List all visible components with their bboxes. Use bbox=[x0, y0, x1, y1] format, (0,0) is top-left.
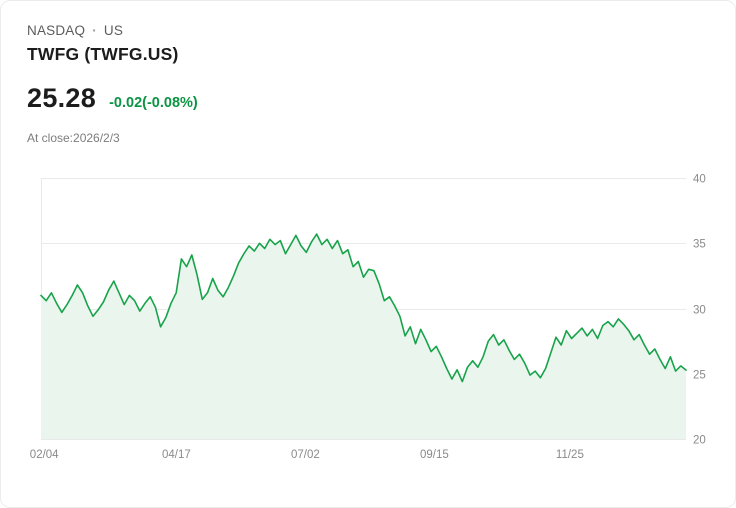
price-area bbox=[41, 234, 686, 439]
x-axis-label: 11/25 bbox=[556, 449, 584, 461]
axis-labels-group: 40 35 30 25 20 02/04 04/17 07/02 09/15 11/25 bbox=[30, 174, 706, 462]
x-axis-label: 07/02 bbox=[291, 449, 320, 461]
quote-header: NASDAQ · US TWFG (TWFG.US) 25.28 -0.02(-… bbox=[1, 1, 735, 145]
y-axis-label: 25 bbox=[693, 370, 706, 382]
price-change: -0.02(-0.08%) bbox=[109, 95, 198, 111]
exchange-row: NASDAQ · US bbox=[27, 23, 709, 38]
y-axis-label: 40 bbox=[693, 174, 706, 186]
x-axis-label: 04/17 bbox=[162, 449, 191, 461]
price-row: 25.28 -0.02(-0.08%) bbox=[27, 83, 709, 114]
y-axis-label: 30 bbox=[693, 305, 706, 317]
x-axis-label: 09/15 bbox=[420, 449, 449, 461]
last-price: 25.28 bbox=[27, 83, 97, 113]
price-chart-svg[interactable]: 40 35 30 25 20 02/04 04/17 07/02 09/15 11/25 bbox=[1, 159, 736, 489]
separator-dot: · bbox=[92, 23, 97, 38]
y-axis-label: 35 bbox=[693, 239, 706, 251]
exchange-label: NASDAQ bbox=[27, 23, 86, 38]
x-axis-label: 02/04 bbox=[30, 449, 59, 461]
region-label: US bbox=[103, 23, 124, 38]
as-of-label: At close:2026/2/3 bbox=[27, 131, 120, 145]
y-axis-label: 20 bbox=[693, 435, 706, 447]
symbol-title: TWFG (TWFG.US) bbox=[27, 44, 179, 64]
price-line bbox=[40, 233, 687, 383]
price-chart[interactable]: 40 35 30 25 20 02/04 04/17 07/02 09/15 11/25 bbox=[1, 159, 736, 489]
